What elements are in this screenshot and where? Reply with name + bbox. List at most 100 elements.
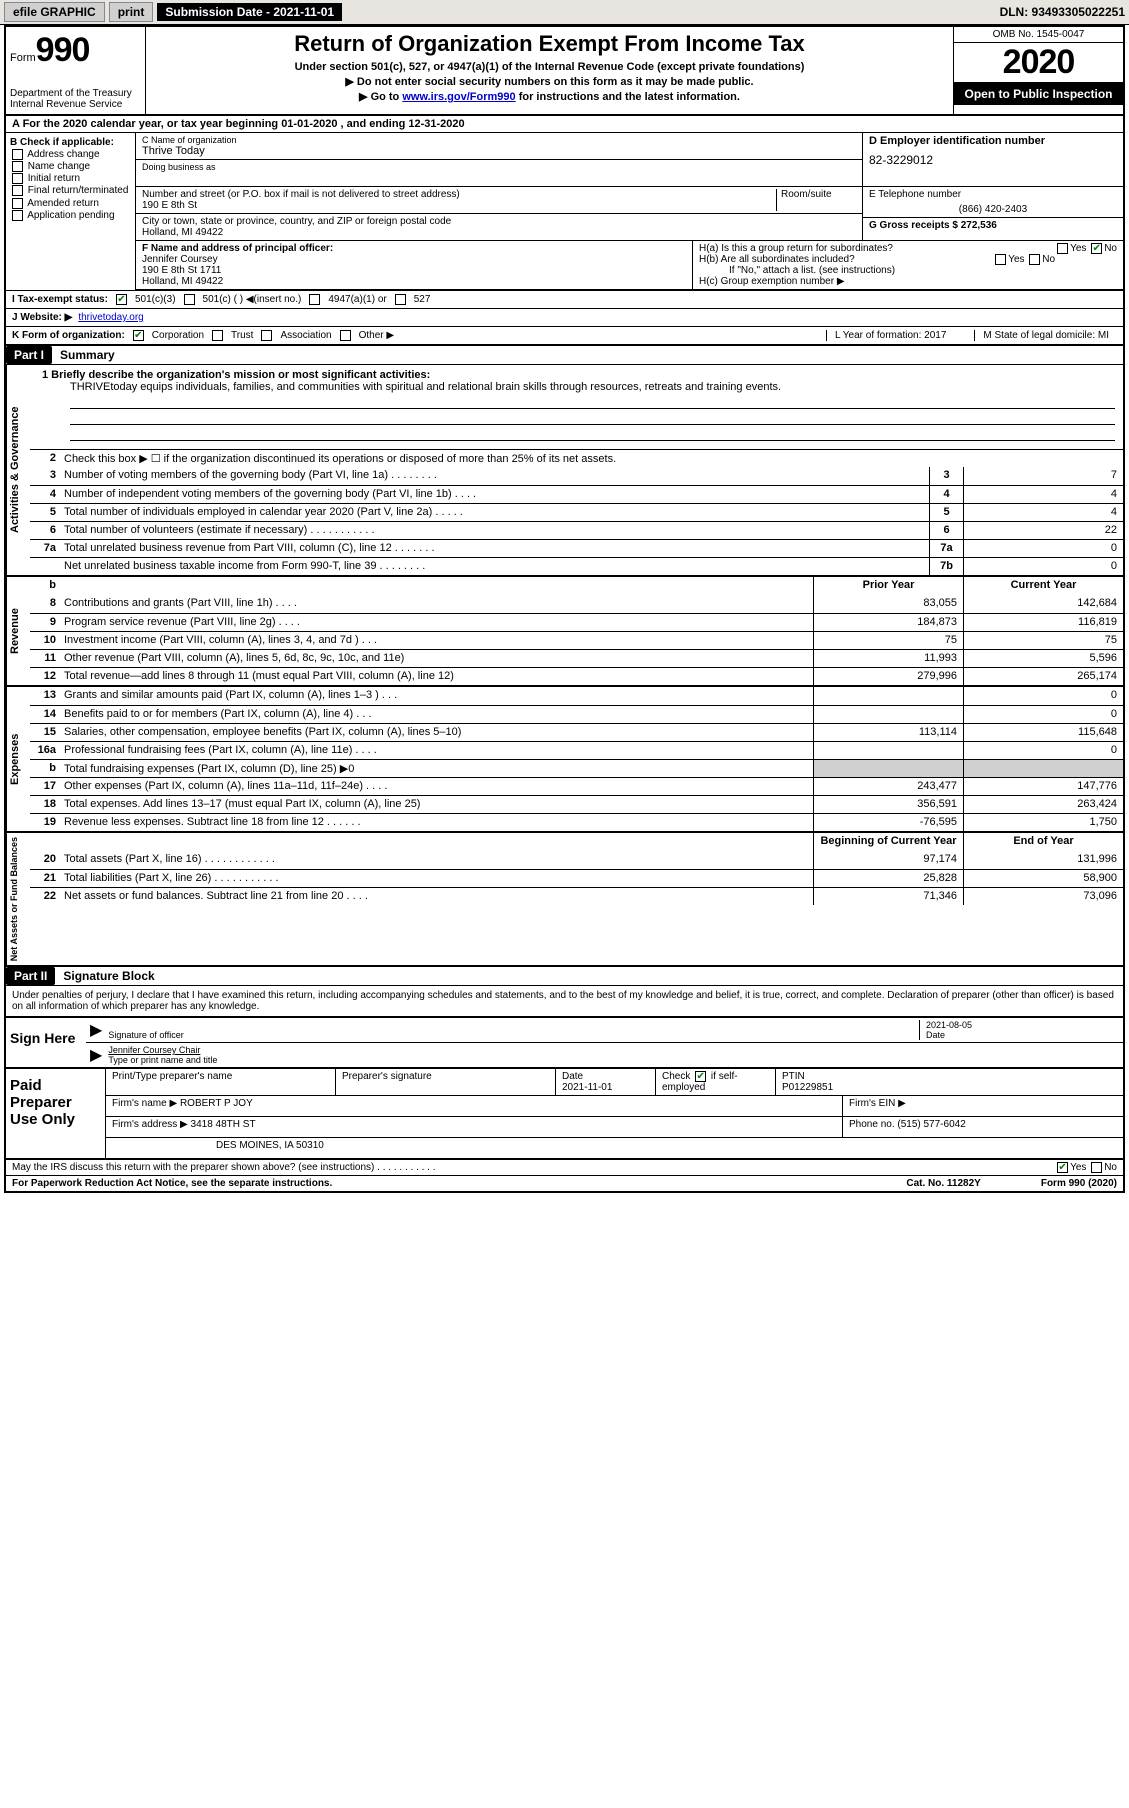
revenue-block: Revenue b Prior Year Current Year 8 Cont…	[6, 577, 1123, 687]
korg-row: K Form of organization: Corporation Trus…	[6, 327, 1123, 346]
sign-here-block: Sign Here ▶ Signature of officer 2021-08…	[6, 1018, 1123, 1069]
row-a-period: A For the 2020 calendar year, or tax yea…	[6, 116, 1123, 133]
officer-city: Holland, MI 49422	[142, 276, 686, 287]
website-label: J Website: ▶	[12, 312, 72, 323]
chk-discuss-yes[interactable]	[1057, 1162, 1068, 1173]
instructions-link[interactable]: www.irs.gov/Form990	[402, 91, 515, 103]
phone-label: E Telephone number	[869, 189, 1117, 200]
top-toolbar: efile GRAPHIC print Submission Date - 20…	[0, 0, 1129, 25]
ptin-value: P01229851	[782, 1082, 1117, 1093]
chk-self-employed[interactable]	[695, 1071, 706, 1082]
print-button[interactable]: print	[109, 2, 154, 22]
officer-addr: 190 E 8th St 1711	[142, 265, 686, 276]
hdr-prior-year: Prior Year	[813, 577, 963, 595]
chk-501c3[interactable]	[116, 294, 127, 305]
lbl-501c3: 501(c)(3)	[135, 294, 176, 305]
data-row: 13 Grants and similar amounts paid (Part…	[30, 687, 1123, 705]
firm-name: ROBERT P JOY	[180, 1098, 253, 1109]
hc-label: H(c) Group exemption number ▶	[699, 276, 1117, 287]
sig-officer-label: Signature of officer	[108, 1030, 919, 1040]
chk-initial-return[interactable]: Initial return	[10, 173, 131, 184]
chk-527[interactable]	[395, 294, 406, 305]
prep-date: 2021-11-01	[562, 1082, 649, 1093]
activities-governance-block: Activities & Governance 1 Briefly descri…	[6, 365, 1123, 577]
dept-label: Department of the Treasury	[10, 88, 141, 99]
sig-date-value: 2021-08-05	[926, 1020, 1119, 1030]
chk-501c[interactable]	[184, 294, 195, 305]
header-left: Form990 Department of the Treasury Inter…	[6, 27, 146, 114]
chk-final-return[interactable]: Final return/terminated	[10, 185, 131, 196]
efile-button[interactable]: efile GRAPHIC	[4, 2, 105, 22]
street-label: Number and street (or P.O. box if mail i…	[142, 189, 776, 200]
dba-label: Doing business as	[142, 162, 856, 172]
preparer-title: Paid Preparer Use Only	[6, 1069, 106, 1158]
firm-city: DES MOINES, IA 50310	[106, 1138, 1123, 1158]
chk-discuss-no[interactable]	[1091, 1162, 1102, 1173]
hb-label: H(b) Are all subordinates included?	[699, 254, 855, 265]
chk-amended[interactable]: Amended return	[10, 198, 131, 209]
lbl-assoc: Association	[280, 330, 331, 341]
ha-label: H(a) Is this a group return for subordin…	[699, 243, 893, 254]
f-block: F Name and address of principal officer:…	[136, 241, 693, 289]
phone-value: (866) 420-2403	[869, 204, 1117, 215]
form-subtitle: Under section 501(c), 527, or 4947(a)(1)…	[154, 61, 945, 73]
part1-badge: Part I	[6, 346, 52, 364]
data-row: 18 Total expenses. Add lines 13–17 (must…	[30, 795, 1123, 813]
side-revenue: Revenue	[6, 577, 30, 685]
info-grid: B Check if applicable: Address change Na…	[6, 133, 1123, 291]
form-outer: Form990 Department of the Treasury Inter…	[4, 25, 1125, 1193]
data-row: 16a Professional fundraising fees (Part …	[30, 741, 1123, 759]
room-label: Room/suite	[781, 189, 856, 200]
chk-4947[interactable]	[309, 294, 320, 305]
data-row: 21 Total liabilities (Part X, line 26) .…	[30, 869, 1123, 887]
netassets-block: Net Assets or Fund Balances Beginning of…	[6, 833, 1123, 967]
city-label: City or town, state or province, country…	[142, 216, 856, 227]
website-link[interactable]: thrivetoday.org	[78, 312, 143, 323]
officer-name: Jennifer Coursey	[142, 254, 686, 265]
arrow-icon: ▶	[90, 1045, 102, 1065]
discuss-yes: Yes	[1070, 1162, 1086, 1173]
chk-name-change[interactable]: Name change	[10, 161, 131, 172]
part2-header: Part II Signature Block	[6, 967, 1123, 986]
gross-receipts: G Gross receipts $ 272,536	[863, 218, 1123, 233]
ha-no[interactable]: No	[1104, 243, 1117, 254]
status-label: I Tax-exempt status:	[12, 294, 108, 305]
line2-text: Check this box ▶ ☐ if the organization d…	[60, 450, 1123, 467]
signature-declaration: Under penalties of perjury, I declare th…	[6, 986, 1123, 1018]
gov-row: Net unrelated business taxable income fr…	[30, 557, 1123, 575]
form-note2: ▶ Go to www.irs.gov/Form990 for instruct…	[154, 90, 945, 103]
chk-address-change[interactable]: Address change	[10, 149, 131, 160]
chk-assoc[interactable]	[261, 330, 272, 341]
arrow-icon: ▶	[90, 1020, 102, 1040]
header-right: OMB No. 1545-0047 2020 Open to Public In…	[953, 27, 1123, 114]
firm-phone: Phone no. (515) 577-6042	[843, 1117, 1123, 1137]
prep-name-label: Print/Type preparer's name	[112, 1071, 329, 1082]
ha-yes[interactable]: Yes	[1070, 243, 1086, 254]
col-b-label: B Check if applicable:	[10, 137, 131, 148]
hb-no[interactable]: No	[1042, 254, 1055, 265]
h-block: H(a) Is this a group return for subordin…	[693, 241, 1123, 289]
ein-value: 82-3229012	[869, 153, 1117, 167]
expenses-block: Expenses 13 Grants and similar amounts p…	[6, 687, 1123, 833]
chk-corp[interactable]	[133, 330, 144, 341]
data-row: 8 Contributions and grants (Part VIII, l…	[30, 595, 1123, 613]
chk-other[interactable]	[340, 330, 351, 341]
chk-pending[interactable]: Application pending	[10, 210, 131, 221]
dln-label: DLN: 93493305022251	[1000, 5, 1125, 19]
hdr-current-year: Current Year	[963, 577, 1123, 595]
lbl-527: 527	[414, 294, 431, 305]
lbl-501c: 501(c) ( ) ◀(insert no.)	[203, 294, 302, 305]
discuss-no: No	[1104, 1162, 1117, 1173]
hb-note: If "No," attach a list. (see instruction…	[699, 265, 1117, 276]
data-row: 19 Revenue less expenses. Subtract line …	[30, 813, 1123, 831]
mission-text: THRIVEtoday equips individuals, families…	[70, 381, 1115, 393]
note2-post: for instructions and the latest informat…	[516, 91, 740, 103]
form-label: Form	[10, 52, 36, 64]
omb-number: OMB No. 1545-0047	[954, 27, 1123, 43]
hb-yes[interactable]: Yes	[1008, 254, 1024, 265]
data-row: 9 Program service revenue (Part VIII, li…	[30, 613, 1123, 631]
tax-year: 2020	[954, 43, 1123, 83]
part1-header: Part I Summary	[6, 346, 1123, 365]
data-row: 12 Total revenue—add lines 8 through 11 …	[30, 667, 1123, 685]
chk-trust[interactable]	[212, 330, 223, 341]
